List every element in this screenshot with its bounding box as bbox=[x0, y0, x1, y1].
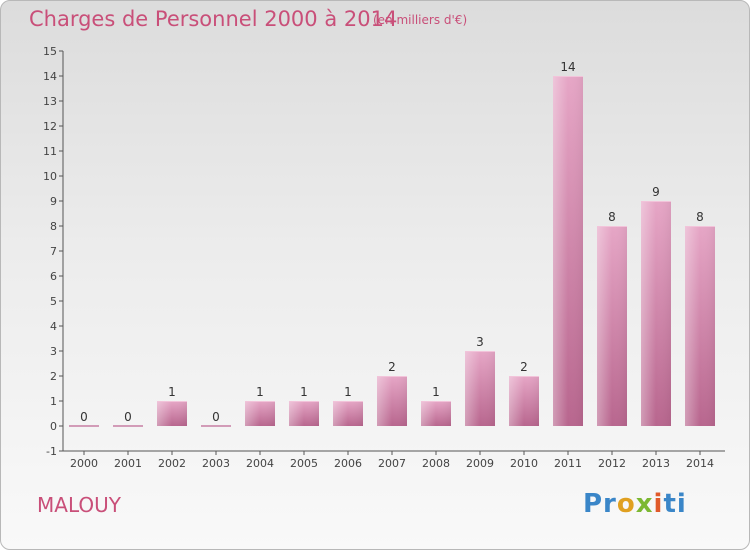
y-tick-label: 2 bbox=[50, 370, 57, 383]
x-tick-label: 2010 bbox=[510, 457, 538, 470]
y-tick-label: -1 bbox=[46, 445, 57, 458]
commune-name: MALOUY bbox=[37, 493, 121, 517]
data-label: 1 bbox=[256, 385, 264, 399]
chart-subtitle: (en milliers d'€) bbox=[373, 13, 468, 27]
data-label: 1 bbox=[432, 385, 440, 399]
bar-highlight bbox=[245, 401, 275, 426]
data-label: 1 bbox=[300, 385, 308, 399]
bar-highlight bbox=[289, 401, 319, 426]
x-tick-label: 2002 bbox=[158, 457, 186, 470]
x-tick-label: 2008 bbox=[422, 457, 450, 470]
bar-highlight bbox=[641, 201, 671, 426]
bar-highlight bbox=[157, 401, 187, 426]
y-tick-label: 11 bbox=[43, 145, 57, 158]
x-tick-label: 2013 bbox=[642, 457, 670, 470]
logo-part: Pr bbox=[583, 489, 617, 519]
bar-highlight bbox=[685, 226, 715, 426]
data-label: 8 bbox=[608, 210, 616, 224]
data-label: 1 bbox=[168, 385, 176, 399]
y-tick-label: 3 bbox=[50, 345, 57, 358]
bars bbox=[69, 76, 715, 427]
data-label: 2 bbox=[388, 360, 396, 374]
data-label: 0 bbox=[80, 410, 88, 424]
data-label: 8 bbox=[696, 210, 704, 224]
x-tick-label: 2001 bbox=[114, 457, 142, 470]
data-label: 0 bbox=[124, 410, 132, 424]
x-tick-label: 2009 bbox=[466, 457, 494, 470]
chart-title: Charges de Personnel 2000 à 2014 bbox=[29, 7, 398, 31]
logo-part: i bbox=[653, 489, 664, 519]
logo-part: o bbox=[616, 489, 636, 519]
y-tick-label: 5 bbox=[50, 295, 57, 308]
logo-part: ti bbox=[663, 489, 687, 519]
bar-highlight bbox=[421, 401, 451, 426]
x-tick-label: 2011 bbox=[554, 457, 582, 470]
x-tick-label: 2005 bbox=[290, 457, 318, 470]
x-tick-label: 2007 bbox=[378, 457, 406, 470]
y-tick-label: 8 bbox=[50, 220, 57, 233]
y-tick-label: 12 bbox=[43, 120, 57, 133]
x-tick-label: 2014 bbox=[686, 457, 714, 470]
y-tick-label: 4 bbox=[50, 320, 57, 333]
x-tick-label: 2004 bbox=[246, 457, 274, 470]
data-label: 0 bbox=[212, 410, 220, 424]
x-tick-label: 2012 bbox=[598, 457, 626, 470]
y-tick-label: 13 bbox=[43, 95, 57, 108]
y-tick-label: 1 bbox=[50, 395, 57, 408]
x-tick-label: 2000 bbox=[70, 457, 98, 470]
data-label: 1 bbox=[344, 385, 352, 399]
logo-part: x bbox=[635, 489, 654, 519]
bar-highlight bbox=[377, 376, 407, 426]
bar-highlight bbox=[465, 351, 495, 426]
y-tick-label: 14 bbox=[43, 70, 57, 83]
bar-highlight bbox=[333, 401, 363, 426]
bar-highlight bbox=[553, 76, 583, 426]
y-tick-label: 15 bbox=[43, 45, 57, 58]
data-label: 9 bbox=[652, 185, 660, 199]
y-tick-label: 7 bbox=[50, 245, 57, 258]
y-tick-label: 6 bbox=[50, 270, 57, 283]
proxiti-logo: Proxiti bbox=[583, 489, 687, 519]
x-tick-label: 2006 bbox=[334, 457, 362, 470]
bar-highlight bbox=[509, 376, 539, 426]
bar-highlight bbox=[597, 226, 627, 426]
data-label: 14 bbox=[560, 60, 575, 74]
data-label: 3 bbox=[476, 335, 484, 349]
y-tick-label: 10 bbox=[43, 170, 57, 183]
y-tick-label: 0 bbox=[50, 420, 57, 433]
data-labels: 0 0 1 0 1 1 1 2 1 3 2 14 8 9 8 bbox=[80, 60, 704, 424]
y-tick-label: 9 bbox=[50, 195, 57, 208]
data-label: 2 bbox=[520, 360, 528, 374]
x-tick-label: 2003 bbox=[202, 457, 230, 470]
